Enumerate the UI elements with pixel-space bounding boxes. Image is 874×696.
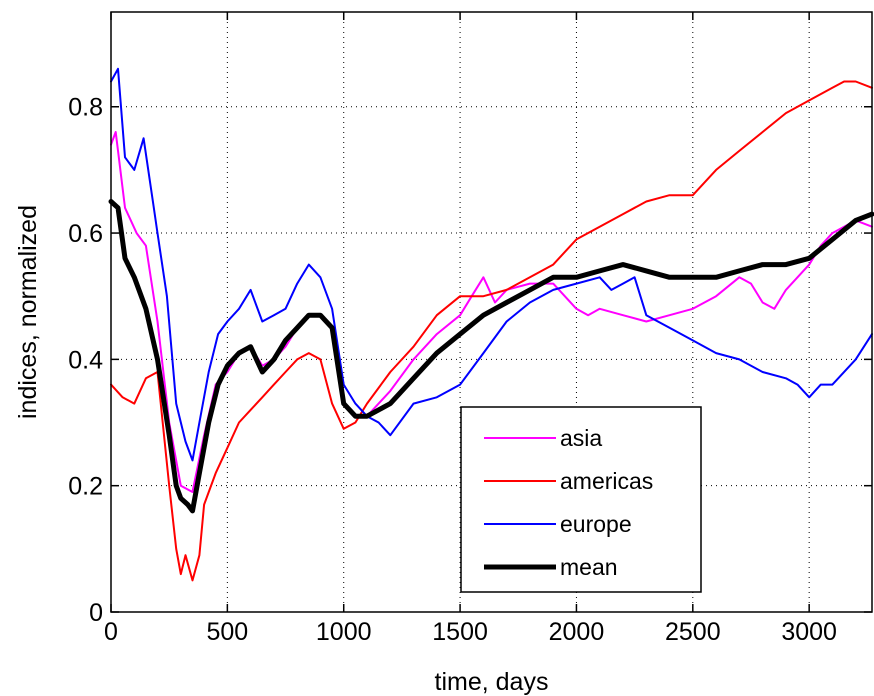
x-tick-label: 0 [104, 618, 118, 646]
y-tick-label: 0.2 [68, 473, 103, 501]
legend-label-europe: europe [560, 511, 632, 537]
x-tick-label: 1500 [432, 618, 488, 646]
series-line-europe [110, 67, 873, 462]
plot-frame [110, 11, 873, 613]
x-tick-label: 2500 [665, 618, 721, 646]
y-axis-label: indices, normalized [14, 205, 42, 419]
y-tick-label: 0 [89, 599, 103, 627]
series-line-mean [108, 199, 874, 514]
series-lines [108, 67, 874, 582]
legend-label-mean: mean [560, 554, 618, 580]
legend-label-americas: americas [560, 468, 653, 494]
x-axis-label: time, days [435, 668, 549, 696]
legend-entries: asia americas europe mean [484, 425, 653, 580]
x-tick-label: 1000 [316, 618, 372, 646]
y-tick-label: 0.6 [68, 220, 103, 248]
x-tick-label: 2000 [549, 618, 605, 646]
series-line-americas [110, 80, 873, 582]
ticks: 0 500 1000 1500 2000 2500 3000 0 0.2 0.4 0.6 0.8 [68, 12, 872, 646]
y-tick-label: 0.4 [68, 346, 103, 374]
x-tick-label: 500 [207, 618, 249, 646]
y-tick-label: 0.8 [68, 94, 103, 122]
legend-label-asia: asia [560, 425, 602, 451]
legend: asia americas europe mean [460, 406, 702, 593]
x-tick-label: 3000 [781, 618, 837, 646]
